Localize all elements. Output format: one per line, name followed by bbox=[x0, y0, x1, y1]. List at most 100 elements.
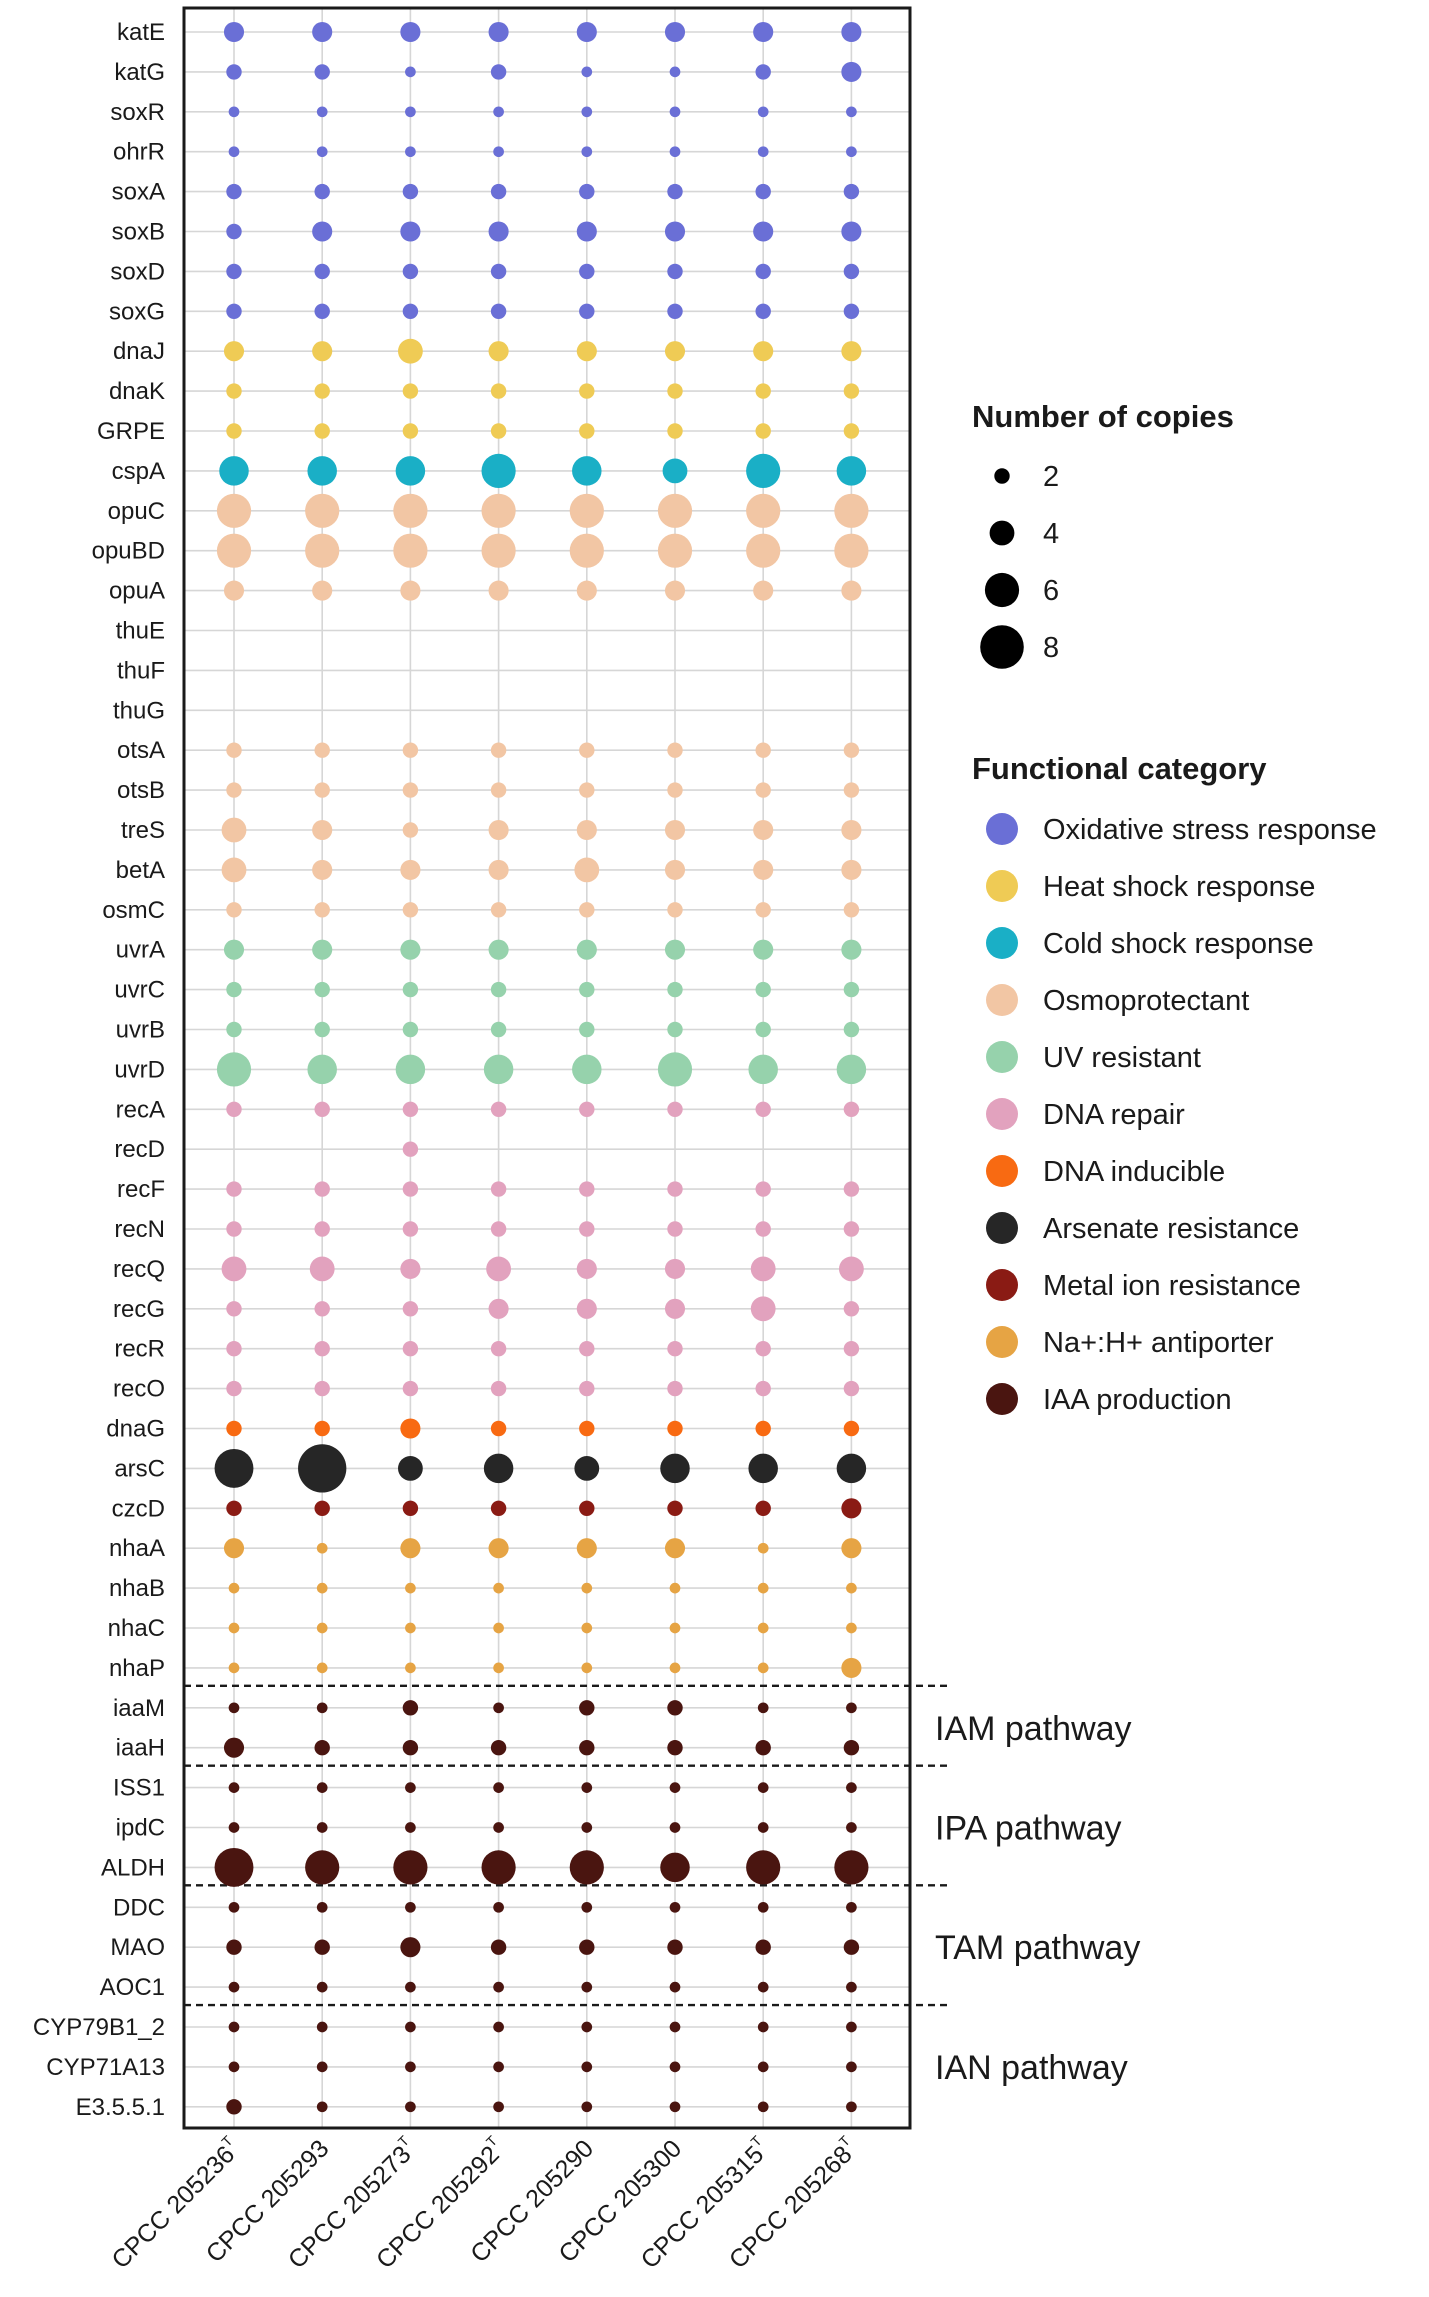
data-point bbox=[667, 263, 683, 280]
data-point bbox=[846, 1622, 857, 1634]
data-point bbox=[579, 1101, 595, 1118]
category-legend-swatch bbox=[986, 1212, 1018, 1244]
size-legend-label: 2 bbox=[1043, 461, 1059, 493]
data-point bbox=[395, 456, 426, 486]
data-point bbox=[581, 1901, 593, 1913]
data-point bbox=[746, 453, 781, 488]
data-point bbox=[755, 1500, 771, 1517]
size-legend-label: 6 bbox=[1043, 575, 1059, 607]
data-point bbox=[841, 939, 862, 960]
data-point bbox=[490, 1740, 507, 1756]
data-point bbox=[314, 1380, 330, 1397]
gene-label: katE bbox=[117, 19, 165, 46]
data-point bbox=[581, 1981, 593, 1993]
data-point bbox=[226, 223, 242, 240]
gene-label: nhaB bbox=[109, 1575, 165, 1602]
data-point bbox=[579, 1021, 595, 1038]
data-point bbox=[400, 1937, 421, 1958]
category-legend-swatch bbox=[986, 1098, 1018, 1130]
data-point bbox=[405, 2101, 416, 2113]
data-point bbox=[314, 1021, 330, 1038]
gene-label: iaaH bbox=[116, 1735, 165, 1762]
data-point bbox=[405, 1981, 416, 1993]
data-point bbox=[490, 183, 507, 200]
data-point bbox=[579, 1939, 595, 1955]
data-point bbox=[481, 453, 516, 488]
gene-label: CYP71A13 bbox=[46, 2054, 165, 2081]
data-point bbox=[841, 61, 862, 82]
data-point bbox=[579, 263, 595, 280]
data-point bbox=[228, 1622, 240, 1634]
data-point bbox=[488, 21, 509, 43]
data-point bbox=[667, 383, 683, 399]
data-point bbox=[226, 1101, 242, 1118]
data-point bbox=[483, 1054, 514, 1085]
gene-label: uvrB bbox=[116, 1017, 165, 1044]
data-point bbox=[402, 742, 419, 758]
data-point bbox=[579, 1181, 595, 1197]
data-point bbox=[757, 1622, 769, 1634]
pathway-label: IPA pathway bbox=[935, 1810, 1122, 1848]
data-point bbox=[757, 1702, 769, 1714]
data-point bbox=[226, 1939, 242, 1955]
data-point bbox=[223, 939, 245, 960]
data-point bbox=[312, 341, 333, 362]
data-point bbox=[667, 1101, 683, 1118]
data-point bbox=[228, 146, 240, 158]
data-point bbox=[402, 902, 419, 918]
data-point bbox=[223, 341, 245, 362]
data-point bbox=[657, 493, 693, 528]
data-point bbox=[312, 939, 333, 960]
gene-label: opuC bbox=[108, 498, 165, 525]
type-strain-superscript: T bbox=[836, 2132, 854, 2150]
gene-label: iaaM bbox=[113, 1695, 165, 1722]
data-point bbox=[579, 1420, 595, 1437]
data-point bbox=[226, 383, 242, 399]
data-point bbox=[667, 902, 683, 918]
data-point bbox=[755, 423, 771, 439]
data-point bbox=[226, 2099, 242, 2115]
data-point bbox=[757, 1981, 769, 1993]
data-point bbox=[581, 2061, 593, 2073]
category-legend-label: Cold shock response bbox=[1043, 928, 1314, 960]
data-point bbox=[834, 493, 869, 528]
data-point bbox=[228, 1662, 240, 1674]
gene-label: otsB bbox=[117, 777, 165, 804]
data-point bbox=[669, 1822, 681, 1833]
data-point bbox=[581, 2101, 593, 2113]
data-point bbox=[843, 782, 860, 798]
data-point bbox=[757, 106, 769, 118]
data-point bbox=[402, 423, 419, 439]
data-point bbox=[579, 1500, 595, 1517]
category-legend-swatch bbox=[986, 1269, 1018, 1301]
data-point bbox=[843, 1939, 860, 1955]
gene-label: E3.5.5.1 bbox=[76, 2094, 165, 2121]
data-point bbox=[405, 1901, 416, 1913]
data-point bbox=[667, 423, 683, 439]
data-point bbox=[579, 1740, 595, 1756]
type-strain-superscript: T bbox=[218, 2132, 236, 2150]
data-point bbox=[402, 1021, 419, 1038]
data-point bbox=[226, 263, 242, 280]
data-point bbox=[493, 1782, 504, 1793]
data-point bbox=[572, 1054, 602, 1085]
data-point bbox=[488, 819, 509, 841]
data-point bbox=[228, 1981, 240, 1993]
data-point bbox=[843, 1301, 860, 1317]
data-point bbox=[843, 742, 860, 758]
data-point bbox=[226, 1221, 242, 1237]
data-point bbox=[490, 303, 507, 319]
data-point bbox=[579, 1221, 595, 1237]
data-point bbox=[493, 1981, 504, 1993]
data-point bbox=[746, 533, 781, 568]
data-point bbox=[581, 106, 593, 118]
data-point bbox=[493, 1662, 504, 1674]
data-point bbox=[846, 1582, 857, 1594]
data-point bbox=[316, 1981, 328, 1993]
data-point bbox=[400, 580, 421, 601]
data-point bbox=[841, 341, 862, 362]
data-point bbox=[753, 939, 774, 960]
data-point bbox=[579, 782, 595, 798]
data-point bbox=[669, 1582, 681, 1594]
data-point bbox=[669, 1901, 681, 1913]
